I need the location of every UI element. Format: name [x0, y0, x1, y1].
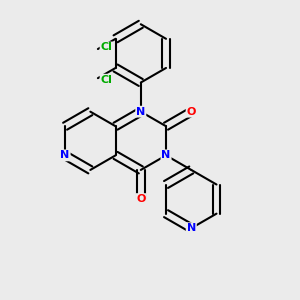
- Text: N: N: [136, 107, 146, 117]
- Text: N: N: [61, 150, 70, 161]
- Text: O: O: [136, 194, 146, 204]
- Text: O: O: [187, 107, 196, 117]
- Text: N: N: [187, 223, 196, 233]
- Text: Cl: Cl: [100, 43, 112, 52]
- Text: N: N: [161, 150, 171, 161]
- Text: Cl: Cl: [100, 75, 112, 85]
